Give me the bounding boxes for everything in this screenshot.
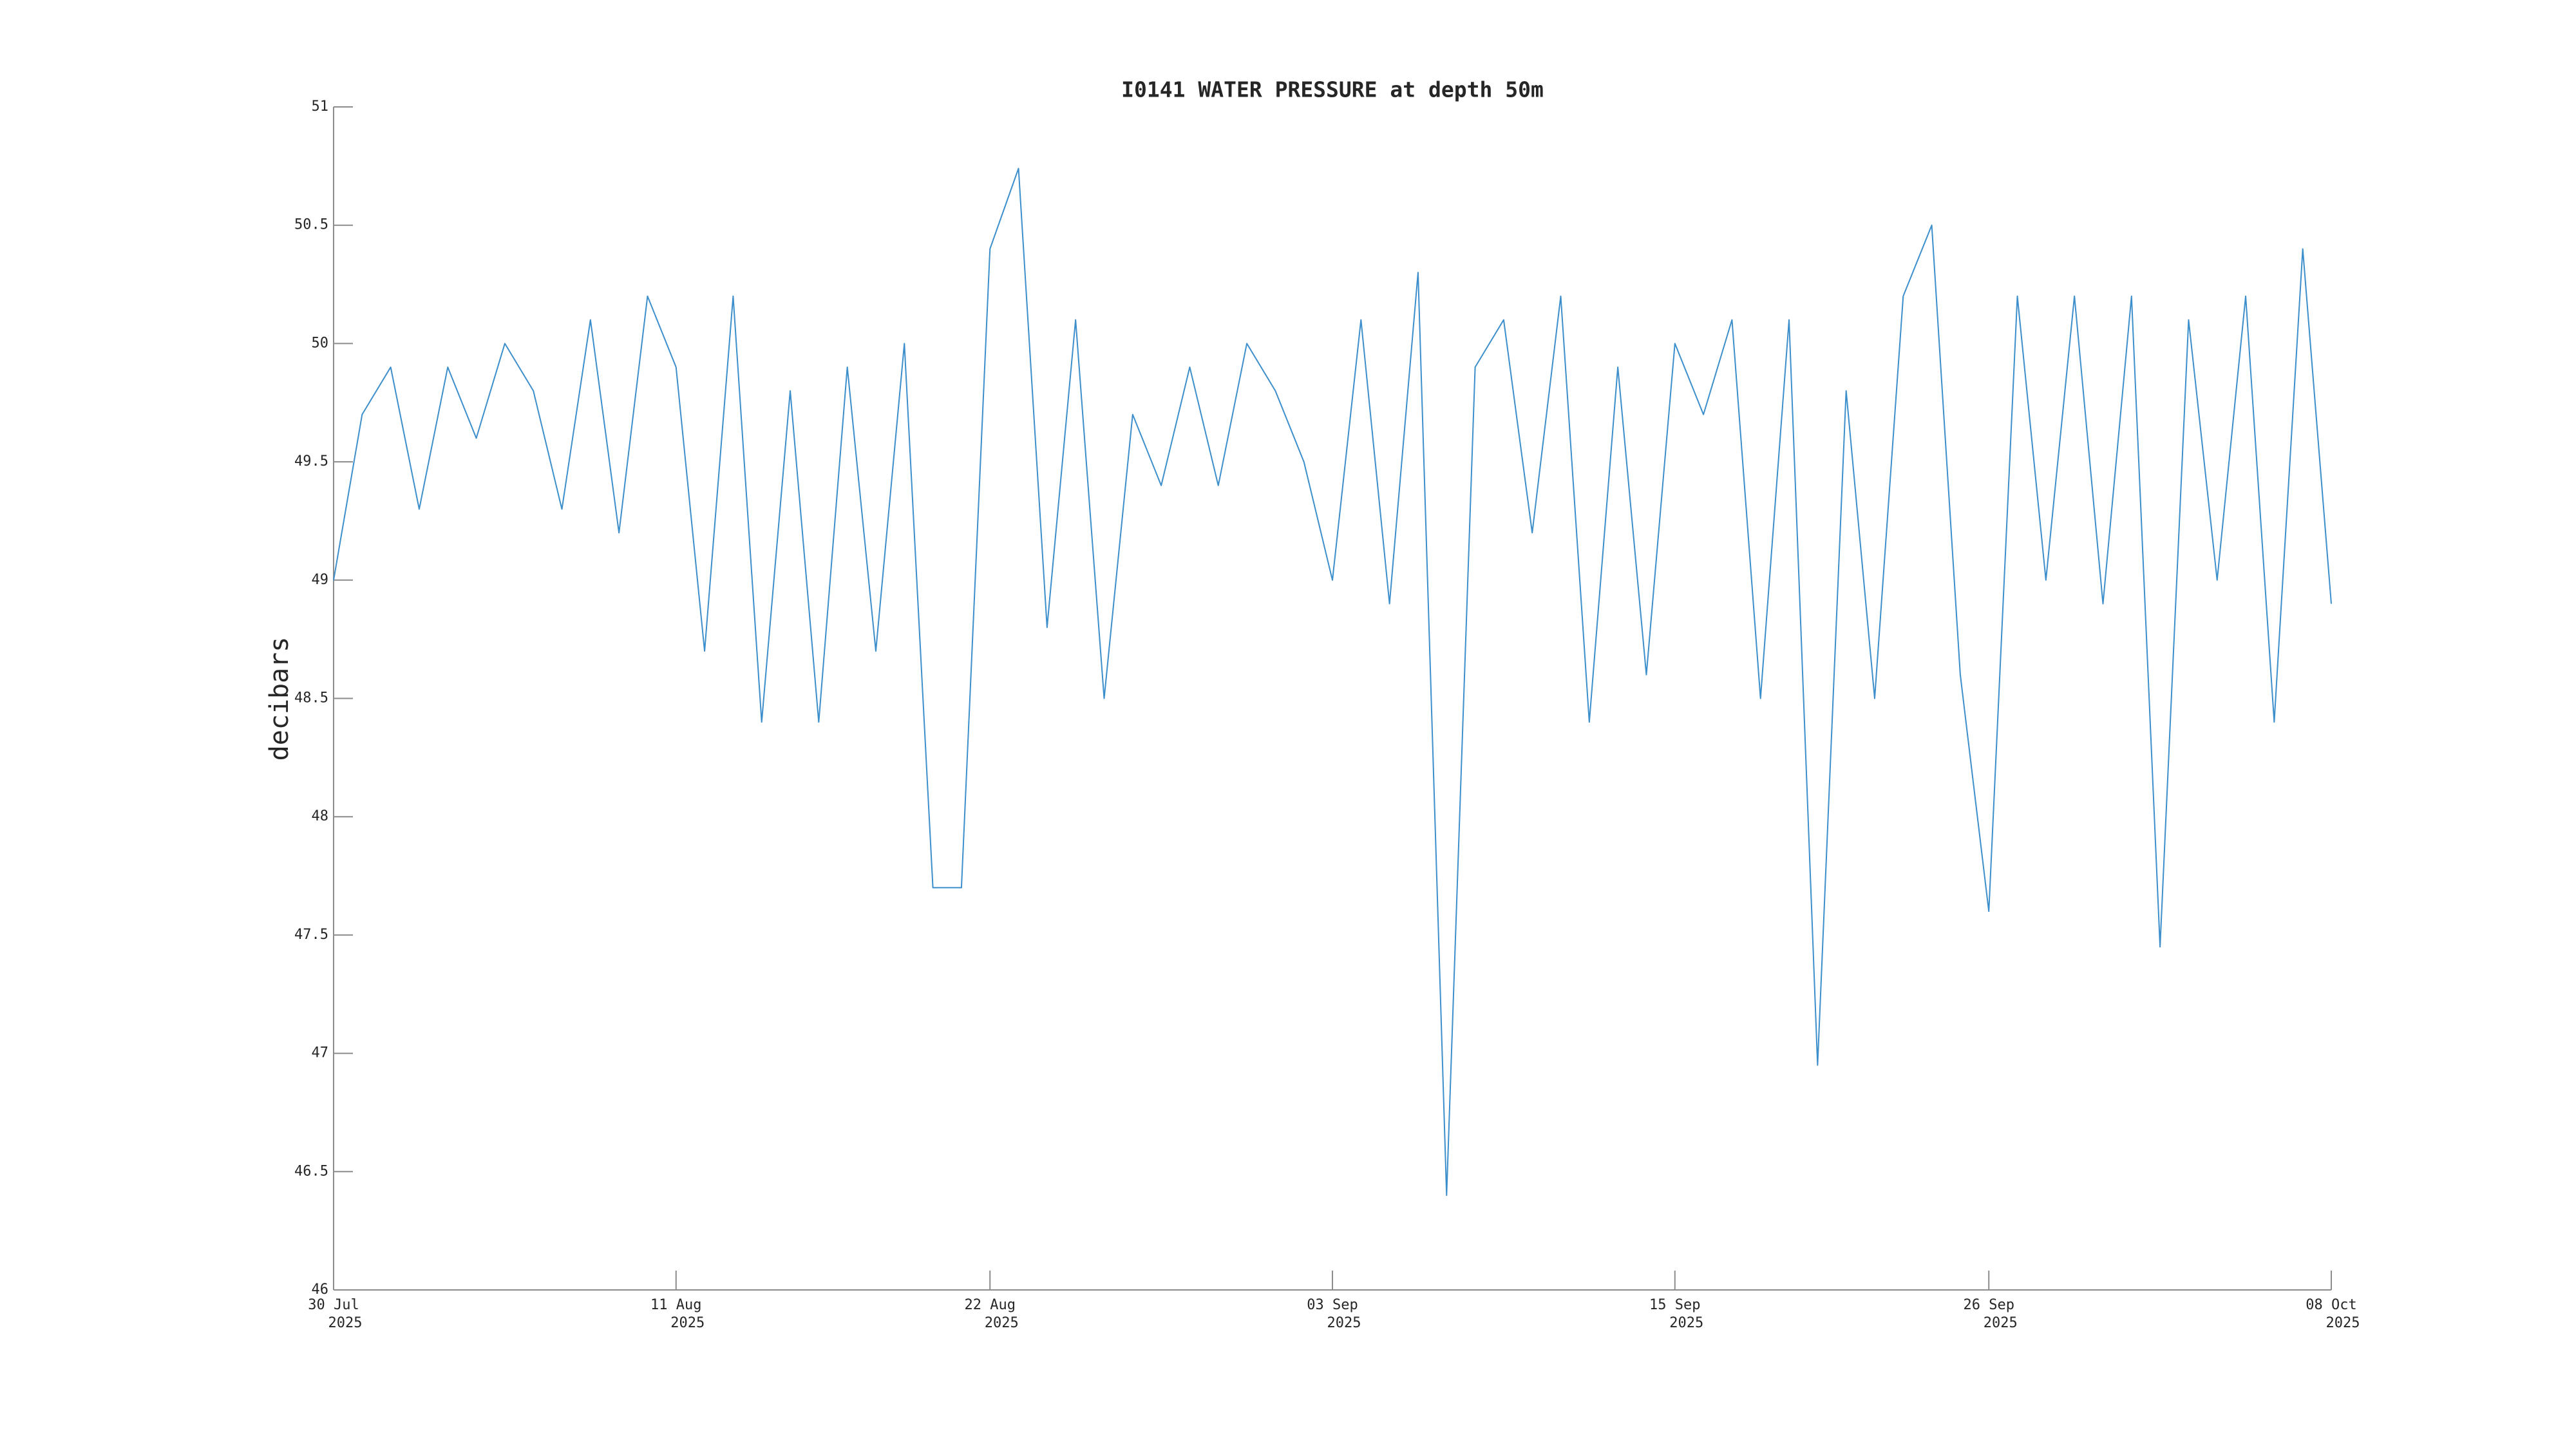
x-tick-label: 22 Aug (964, 1297, 1015, 1313)
x-tick-label: 2025 (2326, 1315, 2360, 1331)
x-tick-label: 08 Oct (2306, 1297, 2356, 1313)
x-tick-label: 11 Aug (650, 1297, 701, 1313)
x-tick-label: 2025 (328, 1315, 363, 1331)
x-tick-label: 2025 (1984, 1315, 2018, 1331)
y-tick-label: 47 (312, 1045, 329, 1061)
x-tick-label: 30 Jul (308, 1297, 359, 1313)
y-tick-label: 48.5 (294, 690, 328, 706)
y-axis-label: decibars (265, 637, 294, 761)
y-tick-label: 47.5 (294, 927, 328, 943)
x-tick-label: 2025 (985, 1315, 1019, 1331)
x-tick-label: 15 Sep (1649, 1297, 1700, 1313)
y-tick-label: 50.5 (294, 217, 328, 233)
x-tick-label: 03 Sep (1307, 1297, 1358, 1313)
y-tick-label: 46.5 (294, 1163, 328, 1179)
y-tick-label: 49.5 (294, 453, 328, 469)
y-tick-label: 51 (312, 99, 329, 115)
chart-title: I0141 WATER PRESSURE at depth 50m (1121, 77, 1544, 102)
data-line (333, 167, 2332, 1197)
x-tick-label: 2025 (670, 1315, 705, 1331)
y-tick-label: 48 (312, 808, 329, 824)
y-tick-label: 49 (312, 572, 329, 588)
x-tick-label: 2025 (1669, 1315, 1703, 1331)
y-tick-label: 46 (312, 1282, 329, 1298)
x-tick-label: 26 Sep (1963, 1297, 2014, 1313)
x-tick-label: 2025 (1327, 1315, 1361, 1331)
y-tick-label: 50 (312, 335, 329, 351)
